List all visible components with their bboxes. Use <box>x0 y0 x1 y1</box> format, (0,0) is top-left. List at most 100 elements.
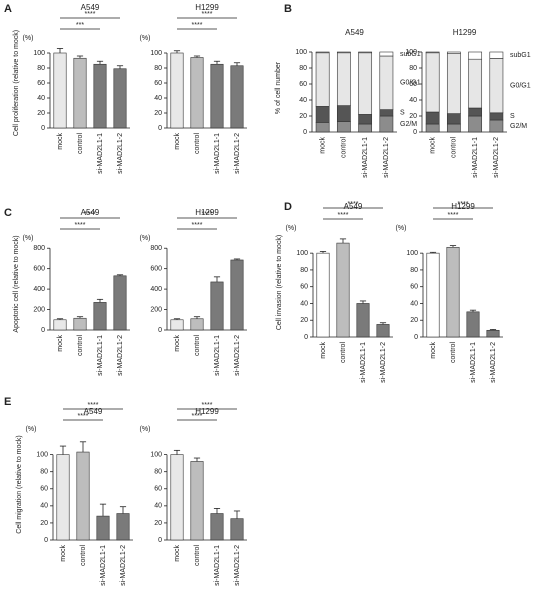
x-tick-label: si-MAD2L1-1 <box>214 545 221 586</box>
x-tick-label: mock <box>174 545 181 562</box>
y-tick-label: 100 <box>36 451 48 458</box>
unit-label: (%) <box>396 225 407 232</box>
significance-label: **** <box>78 413 89 420</box>
significance-label: **** <box>348 201 359 208</box>
bar-segment <box>336 121 351 133</box>
significance-label: **** <box>192 413 203 420</box>
series-label: G2/M <box>510 123 527 130</box>
bar <box>116 513 130 541</box>
significance-label: **** <box>338 212 349 219</box>
significance-label: **** <box>202 11 213 18</box>
chart-title: A549 <box>81 208 100 217</box>
y-tick-label: 20 <box>40 520 48 527</box>
x-tick-label: mock <box>174 133 181 150</box>
bar <box>230 65 244 129</box>
x-tick-label: si-MAD2L1-2 <box>234 133 241 174</box>
x-tick-label: mock <box>429 137 436 154</box>
bar-segment <box>446 53 461 114</box>
bar-segment <box>489 119 504 133</box>
bar-segment <box>468 58 483 109</box>
y-tick-label: 60 <box>37 80 45 87</box>
bar <box>76 451 90 541</box>
y-tick-label: 20 <box>300 317 308 324</box>
x-tick-label: mock <box>430 342 437 359</box>
y-tick-label: 0 <box>41 327 45 334</box>
bar <box>93 302 107 331</box>
unit-label: (%) <box>140 426 151 433</box>
bar <box>190 318 204 331</box>
y-axis-label: Cell migration (relative to mock) <box>16 435 23 533</box>
x-tick-label: si-MAD2L1-2 <box>120 545 127 586</box>
bar-segment <box>468 107 483 117</box>
x-tick-label: mock <box>174 335 181 352</box>
chart-title: A549 <box>81 3 100 12</box>
y-tick-label: 60 <box>410 284 418 291</box>
x-tick-label: si-MAD2L1-2 <box>383 137 390 178</box>
bar <box>53 319 67 331</box>
x-tick-label: control <box>80 545 87 566</box>
x-tick-label: si-MAD2L1-1 <box>470 342 477 383</box>
x-tick-label: control <box>340 342 347 363</box>
bar <box>210 513 224 541</box>
y-tick-label: 800 <box>150 245 162 252</box>
y-tick-label: 80 <box>410 267 418 274</box>
bar <box>113 275 127 331</box>
unit-label: (%) <box>140 35 151 42</box>
bar-segment <box>336 105 351 122</box>
y-tick-label: 0 <box>158 537 162 544</box>
x-tick-label: control <box>194 545 201 566</box>
y-axis-label: % of cell number <box>275 61 282 114</box>
y-tick-label: 100 <box>406 250 418 257</box>
panel-letter: E <box>4 396 11 408</box>
y-tick-label: 0 <box>414 334 418 341</box>
panel-letter: C <box>4 207 12 219</box>
y-tick-label: 100 <box>150 50 162 57</box>
series-label: G0/G1 <box>400 80 421 87</box>
x-tick-label: si-MAD2L1-1 <box>97 335 104 376</box>
chart-title: H1299 <box>195 3 219 12</box>
y-tick-label: 100 <box>33 50 45 57</box>
y-tick-label: 600 <box>33 266 45 273</box>
chart-title: H1299 <box>453 28 477 37</box>
bar-segment <box>315 122 330 133</box>
y-tick-label: 40 <box>37 95 45 102</box>
y-tick-label: 40 <box>40 503 48 510</box>
x-tick-label: si-MAD2L1-1 <box>472 137 479 178</box>
y-tick-label: 80 <box>154 469 162 476</box>
y-tick-label: 20 <box>37 110 45 117</box>
bar-segment <box>446 113 461 125</box>
series-label: G0/G1 <box>510 82 531 89</box>
bar <box>190 57 204 129</box>
y-tick-label: 0 <box>158 327 162 334</box>
y-axis-label: Cell proliferation (relative to mock) <box>13 30 20 136</box>
bar-segment <box>315 106 330 123</box>
significance-label: **** <box>202 402 213 409</box>
chart-title: A549 <box>84 407 103 416</box>
y-tick-label: 40 <box>154 503 162 510</box>
y-tick-label: 20 <box>154 520 162 527</box>
y-tick-label: 100 <box>405 49 417 56</box>
bar-segment <box>489 51 504 59</box>
x-tick-label: control <box>194 335 201 356</box>
bar <box>426 252 440 338</box>
y-tick-label: 80 <box>299 65 307 72</box>
y-tick-label: 0 <box>303 129 307 136</box>
y-tick-label: 80 <box>154 65 162 72</box>
x-tick-label: control <box>77 133 84 154</box>
unit-label: (%) <box>140 235 151 242</box>
x-tick-label: mock <box>57 335 64 352</box>
significance-label: **** <box>192 222 203 229</box>
x-tick-label: control <box>341 137 348 158</box>
bar <box>210 281 224 331</box>
x-tick-label: si-MAD2L1-2 <box>234 545 241 586</box>
significance-label: **** <box>448 212 459 219</box>
bar <box>53 52 67 129</box>
chart-title: H1299 <box>195 208 219 217</box>
y-tick-label: 60 <box>409 81 417 88</box>
x-tick-label: si-MAD2L1-2 <box>117 335 124 376</box>
y-axis-label: Cell invasion (relative to mock) <box>276 235 283 330</box>
bar-segment <box>446 51 461 54</box>
bar <box>336 242 350 338</box>
y-tick-label: 400 <box>150 286 162 293</box>
y-tick-label: 40 <box>154 95 162 102</box>
